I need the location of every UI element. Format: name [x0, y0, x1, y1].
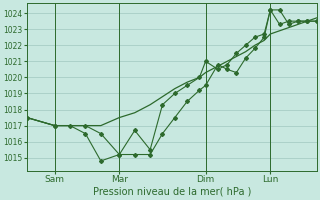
X-axis label: Pression niveau de la mer( hPa ): Pression niveau de la mer( hPa ) — [92, 187, 251, 197]
